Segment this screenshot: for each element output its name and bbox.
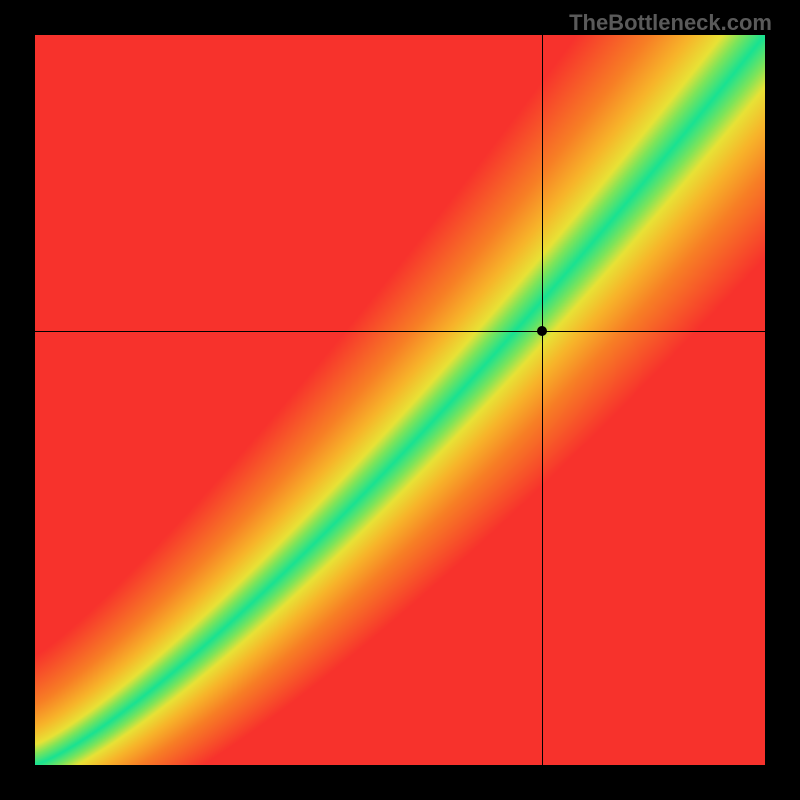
crosshair-vertical [542, 35, 543, 765]
crosshair-marker-dot [537, 326, 547, 336]
bottleneck-heatmap-chart [35, 35, 765, 765]
watermark-text: TheBottleneck.com [569, 10, 772, 36]
crosshair-horizontal [35, 331, 765, 332]
heatmap-canvas [35, 35, 765, 765]
